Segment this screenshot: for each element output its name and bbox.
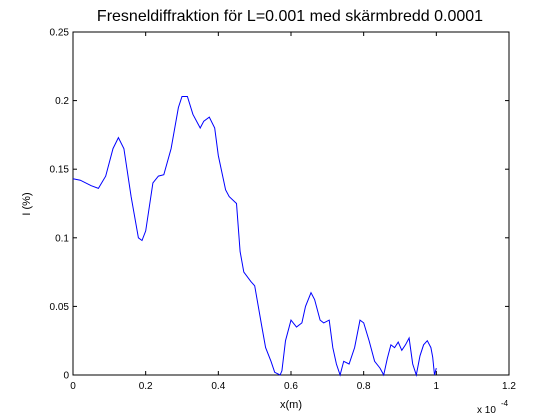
chart-title: Fresneldiffraktion för L=0.001 med skärm… xyxy=(97,8,483,25)
x-tick-label: 0.2 xyxy=(139,381,153,392)
axis-ticks xyxy=(72,31,510,376)
x-axis-scale-factor: x 10 xyxy=(477,405,496,416)
plot-area xyxy=(72,31,510,376)
x-tick-label: 1.2 xyxy=(502,381,516,392)
x-axis-scale-exponent: -4 xyxy=(501,399,509,408)
y-tick-label: 0 xyxy=(63,371,69,382)
data-series-line xyxy=(72,96,437,377)
y-tick-label: 0.15 xyxy=(50,165,70,176)
y-tick-label: 0.25 xyxy=(50,28,70,39)
axis-tick-labels: 0 0.2 0.4 0.6 0.8 1 1.2 0 0.05 0.1 0.15 0.2 0.25 xyxy=(50,28,517,393)
x-axis-label: x(m) xyxy=(280,399,302,411)
x-tick-label: 0.6 xyxy=(284,381,298,392)
x-tick-label: 0 xyxy=(70,381,76,392)
y-axis-label: I (%) xyxy=(21,192,33,215)
y-tick-label: 0.05 xyxy=(50,302,70,313)
x-tick-label: 0.8 xyxy=(357,381,371,392)
x-tick-label: 0.4 xyxy=(211,381,225,392)
x-tick-label: 1 xyxy=(434,381,440,392)
y-tick-label: 0.1 xyxy=(55,233,69,244)
y-tick-label: 0.2 xyxy=(55,96,69,107)
